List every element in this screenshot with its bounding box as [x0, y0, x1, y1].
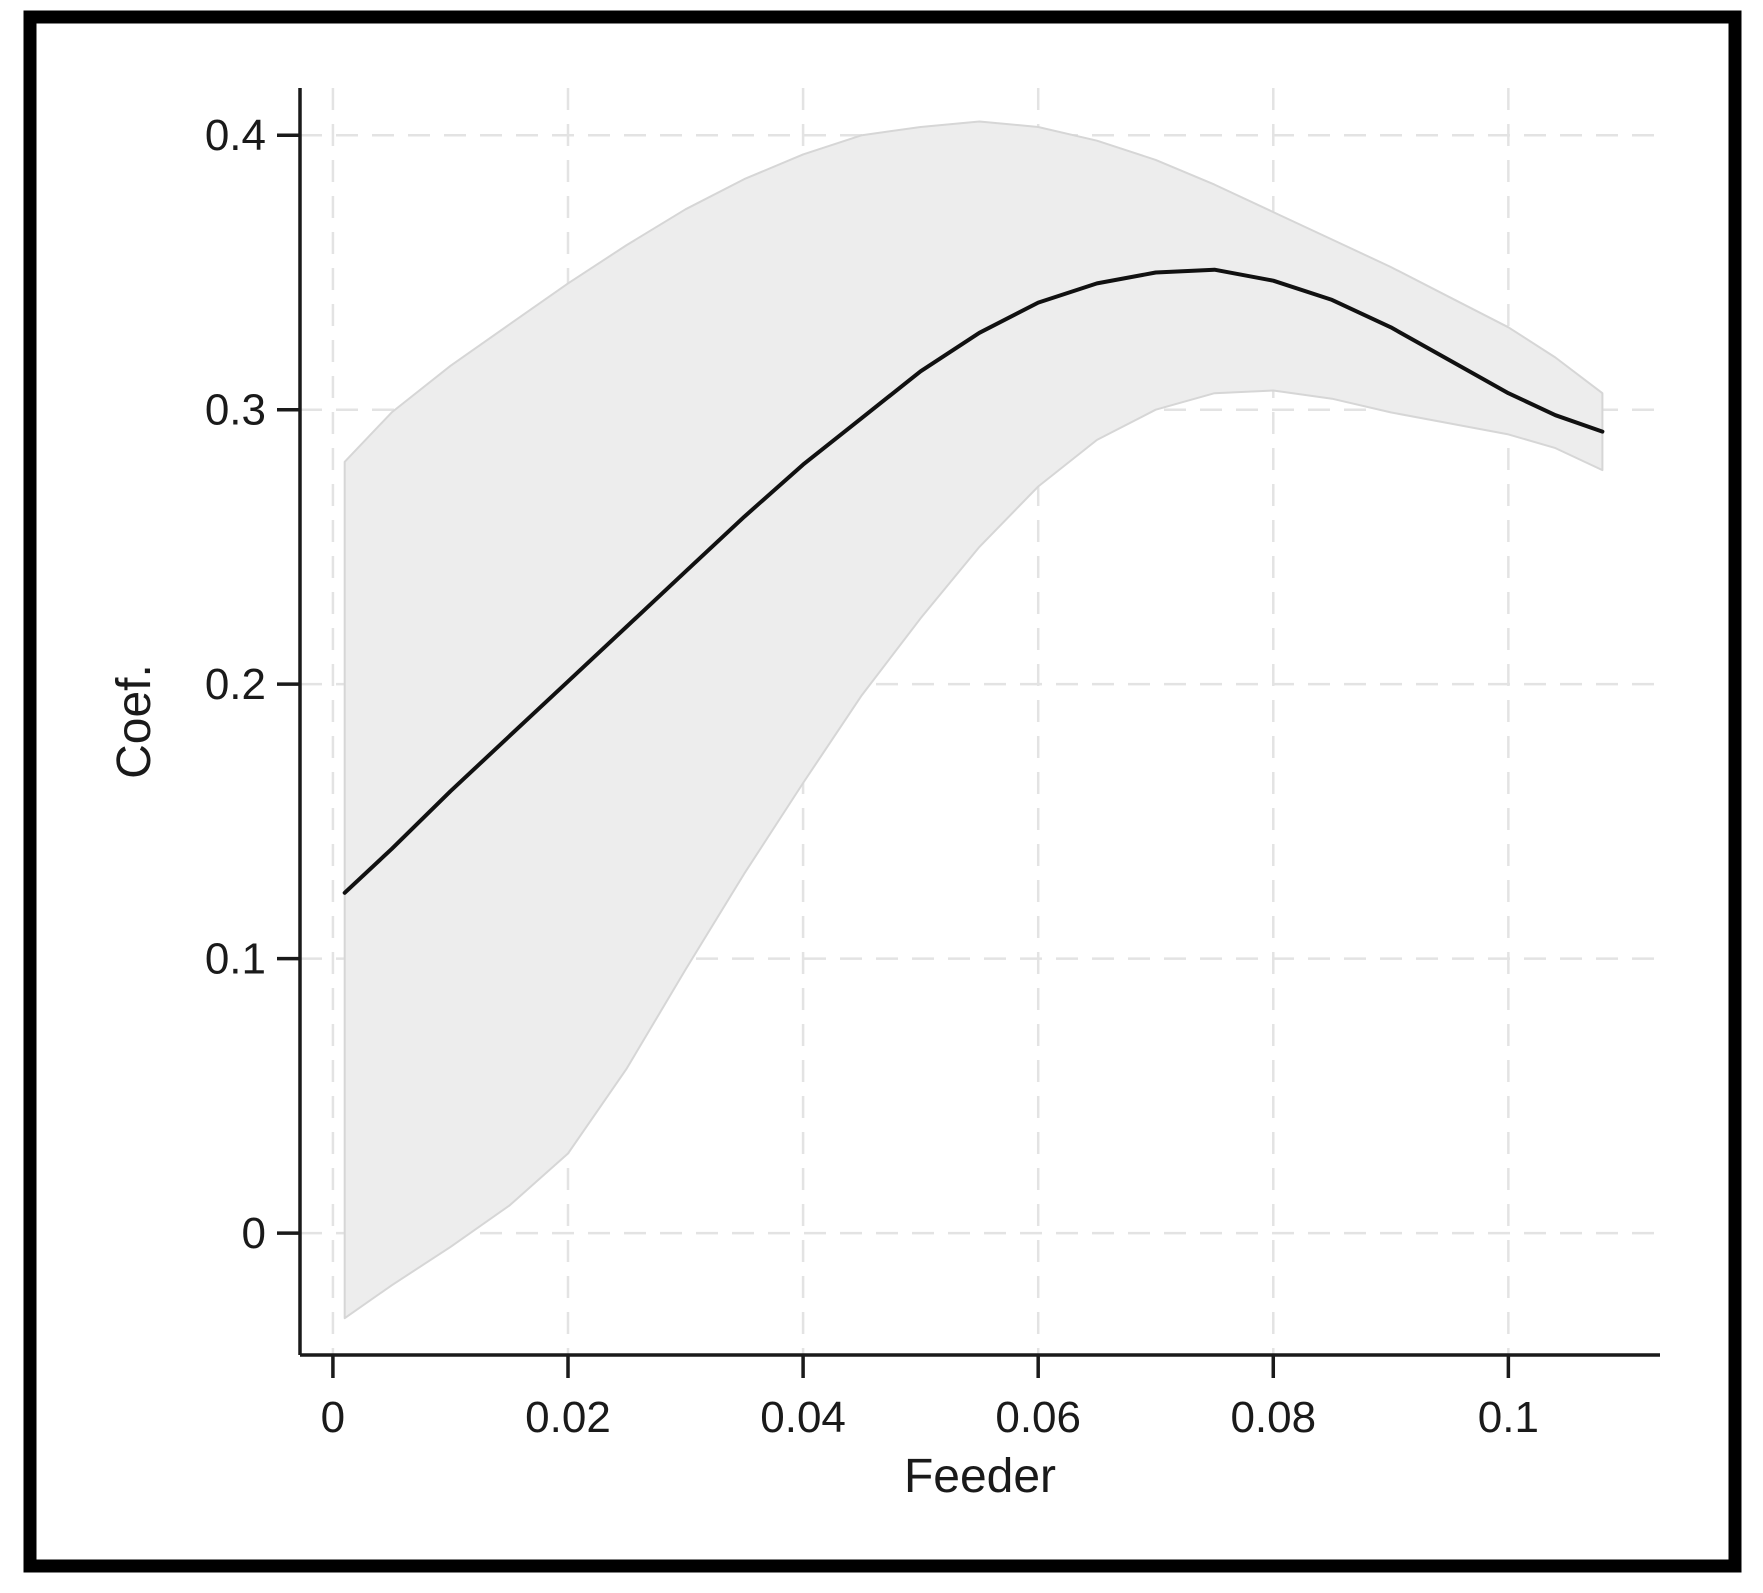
x-axis-title: Feeder [904, 1450, 1056, 1503]
x-tick-label: 0.04 [760, 1393, 846, 1442]
y-axis-title: Coef. [108, 664, 161, 779]
y-tick-label: 0.4 [205, 111, 266, 160]
x-tick-label: 0.1 [1478, 1393, 1539, 1442]
coefficient-line [342, 267, 1605, 895]
frame-border [23, 10, 1742, 1573]
x-tick-label: 0.02 [525, 1393, 611, 1442]
y-tick-label: 0.1 [205, 935, 266, 984]
x-tick-label: 0.08 [1230, 1393, 1316, 1442]
confidence-band [343, 120, 1604, 1320]
x-tick-label: 0.06 [995, 1393, 1081, 1442]
x-tick-label: 0 [321, 1393, 345, 1442]
y-tick-label: 0 [242, 1209, 266, 1258]
y-tick-label: 0.3 [205, 386, 266, 435]
y-tick-label: 0.2 [205, 660, 266, 709]
